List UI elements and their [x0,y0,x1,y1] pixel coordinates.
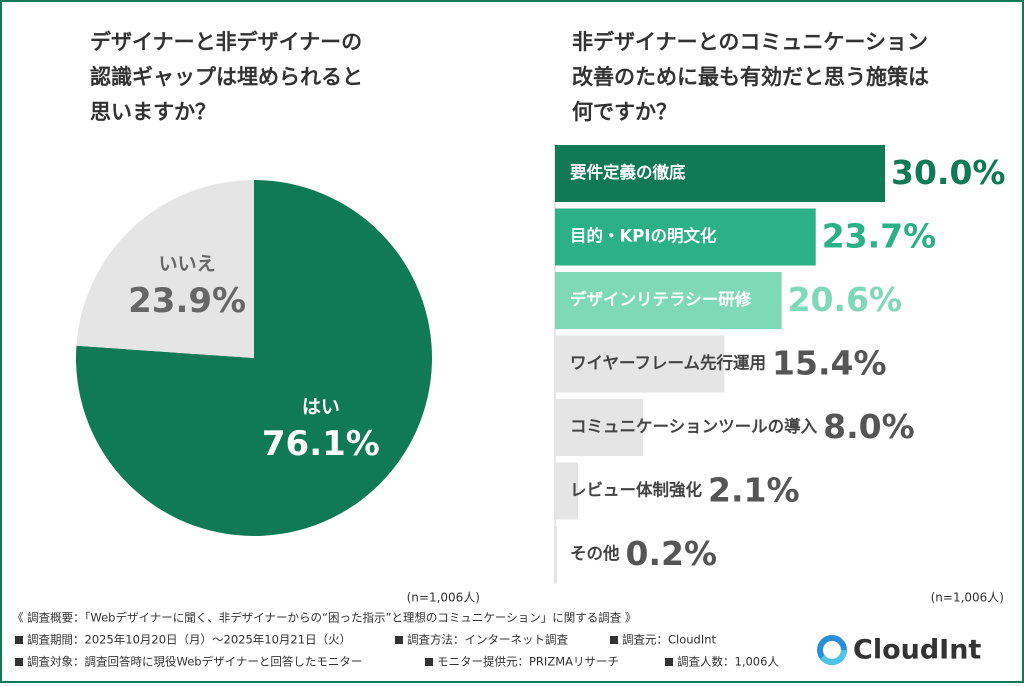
bullet [15,658,23,666]
bar-category-label: 要件定義の徹底 [570,162,686,182]
chart-title: デザイナーと非デザイナーの [90,30,362,54]
survey-title: 《 調査概要：「Webデザイナーに聞く、非デザイナーからの“困った指示”と理想の… [12,611,636,625]
bar [555,526,558,583]
bar [555,462,579,520]
survey-item: 調査方法：インターネット調査 [407,633,568,647]
sample-note: (n=1,006人) [407,591,480,605]
bullet [665,658,673,666]
chart-title: 認識ギャップは埋められると [90,65,363,89]
bar [555,145,885,202]
bar-category-label: ワイヤーフレーム先行運用 [570,353,766,373]
bar-value-label: 0.2% [626,534,718,573]
survey-item: 調査対象：調査回答時に現役Webデザイナーと回答したモニター [27,655,362,669]
bullet [425,658,433,666]
slice-value-label: 76.1% [262,424,380,464]
slice-category-label: はい [302,396,340,418]
bar-value-label: 30.0% [891,153,1006,192]
bar-category-label: その他 [570,543,620,563]
bullet [15,636,23,644]
slice-value-label: 23.9% [128,281,246,321]
bar-value-label: 20.6% [788,280,903,319]
bar-value-label: 15.4% [772,344,887,383]
logo-icon [817,635,847,665]
bullet [395,636,403,644]
bar-value-label: 2.1% [708,471,800,510]
bar-category-label: レビュー体制強化 [570,480,703,500]
survey-item: 調査期間：2025年10月20日（月）～2025年10月21日（火） [27,633,351,647]
bullet [610,636,618,644]
bar-category-label: デザインリテラシー研修 [570,289,752,309]
bar-category-label: コミュニケーションツールの導入 [570,416,818,436]
slice-category-label: いいえ [159,253,216,275]
pie-slice [76,180,254,358]
logo-text: CloudInt [853,635,981,666]
survey-item: 調査人数：1,006人 [677,655,779,669]
bar [555,399,643,456]
chart-title: 何ですか？ [572,100,677,124]
chart-title: 思いますか？ [90,100,216,124]
survey-item: 調査元：CloudInt [622,633,717,647]
bar [555,208,816,266]
bar-value-label: 8.0% [823,407,915,446]
chart-title: 非デザイナーとのコミュニケーション [572,30,928,54]
sample-note: (n=1,006人) [931,591,1004,605]
bar [555,335,725,393]
bar [555,272,782,329]
survey-item: モニター提供元：PRIZMAリサーチ [437,655,619,669]
chart-title: 改善のために最も有効だと思う施策は [572,65,929,89]
bar-value-label: 23.7% [822,217,937,256]
bar-category-label: 目的・KPIの明文化 [570,226,717,246]
